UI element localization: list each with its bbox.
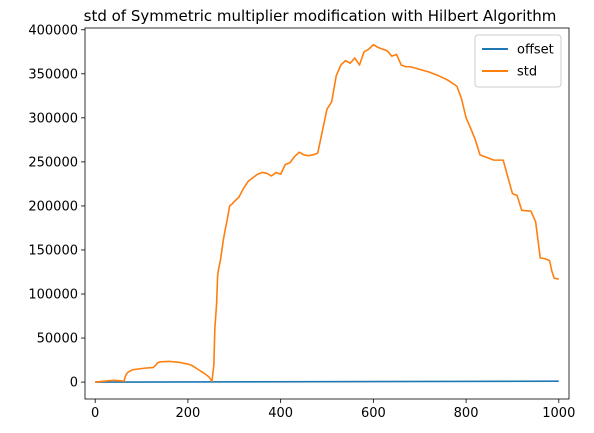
y-tick-label: 250000 [28,155,78,170]
legend: offset std [474,34,562,88]
plot-area [84,27,570,400]
x-tick-label: 800 [454,406,479,421]
x-tick-label: 1000 [542,406,575,421]
y-tick-label: 50000 [37,332,78,347]
x-tick-label: 400 [268,406,293,421]
x-tick-label: 600 [361,406,386,421]
x-tick-label: 0 [91,406,99,421]
y-tick-label: 150000 [28,243,78,258]
y-tick-label: 350000 [28,67,78,82]
legend-label-std: std [517,65,537,80]
legend-label-offset: offset [517,43,554,58]
y-tick-label: 200000 [28,199,78,214]
y-tick-label: 300000 [28,111,78,126]
y-tick-label: 400000 [28,23,78,38]
series-line-offset [95,380,559,383]
y-tick-label: 0 [70,376,78,391]
series-line-std [95,43,559,383]
y-axis: 0 50000 100000 150000 200000 250000 300000 3500… [28,23,85,391]
plot-frame [84,27,570,400]
y-tick-label: 100000 [28,288,78,303]
x-axis: 0 200 400 600 800 1000 [91,399,575,421]
chart-title: std of Symmetric multiplier modification… [84,7,557,25]
x-tick-label: 200 [176,406,201,421]
